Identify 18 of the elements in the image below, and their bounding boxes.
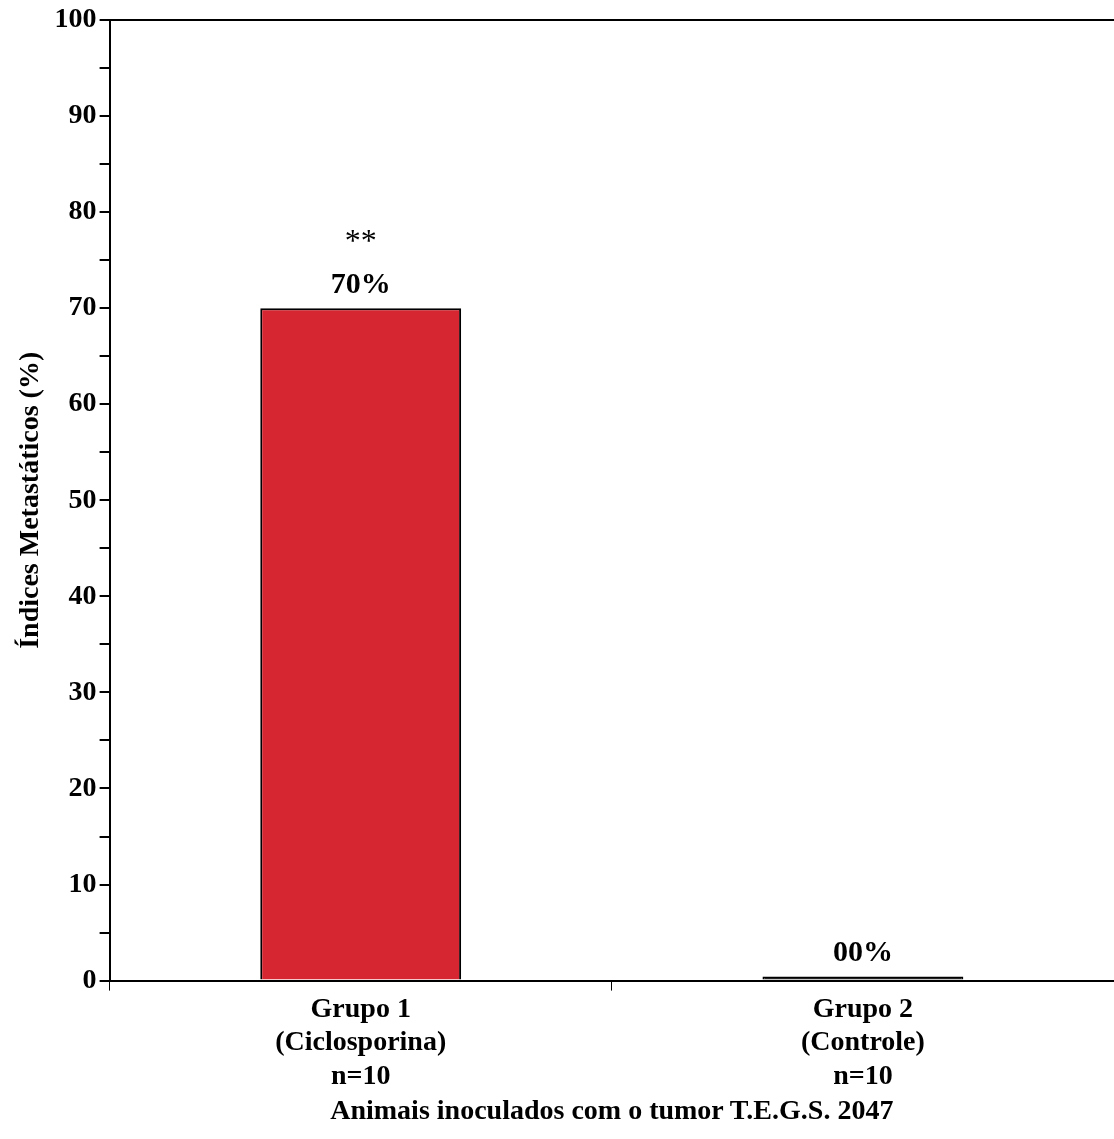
y-tick-label: 70 — [68, 290, 97, 322]
y-axis-title: Índices Metastáticos (%) — [13, 351, 45, 649]
y-tick-label: 100 — [54, 2, 97, 34]
data-label: 00% — [832, 934, 893, 968]
x-tick-label: Grupo 1 (Ciclosporina) n=10 — [275, 991, 447, 1090]
x-tick-label: Grupo 2 (Controle) n=10 — [800, 991, 925, 1090]
y-tick-label: 0 — [82, 962, 97, 994]
y-tick-label: 30 — [68, 674, 97, 706]
x-axis-title: Animais inoculados com o tumor T.E.G.S. 2047 — [330, 1094, 894, 1126]
y-tick-label: 90 — [68, 98, 97, 130]
y-tick-label: 60 — [68, 386, 97, 418]
data-label: 70% — [330, 265, 391, 299]
y-tick-label: 50 — [68, 482, 97, 514]
y-tick-label: 80 — [68, 194, 97, 226]
y-tick-label: 40 — [68, 578, 97, 610]
y-tick-label: 10 — [68, 866, 97, 898]
annotation: ** — [344, 221, 377, 258]
y-tick-label: 20 — [68, 770, 97, 802]
